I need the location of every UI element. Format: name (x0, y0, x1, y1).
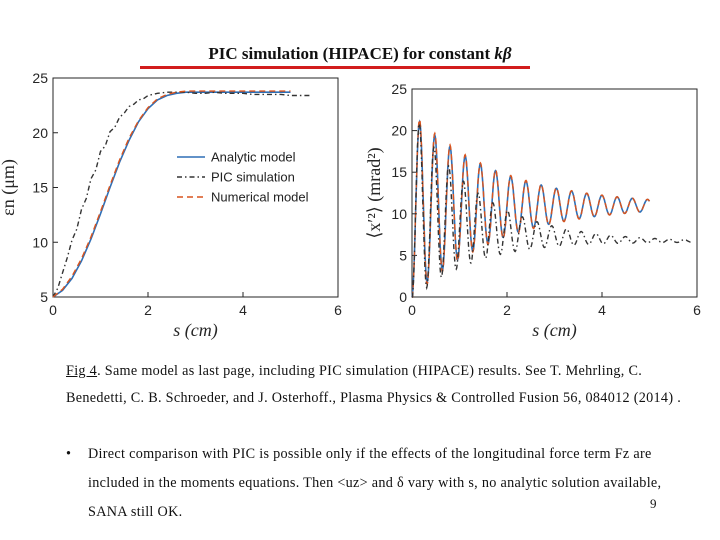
x-tick-label: 6 (693, 302, 701, 318)
x-tick-label: 6 (334, 302, 342, 318)
figure-caption: Fig 4. Same model as last page, includin… (66, 358, 686, 412)
y-tick-label: 15 (391, 164, 407, 180)
y-tick-label: 5 (40, 289, 48, 305)
bullet-point: • Direct comparison with PIC is possible… (66, 440, 686, 527)
series-line-pic-simulation (411, 121, 693, 298)
series-line-numerical-model (52, 90, 291, 298)
y-tick-label: 25 (32, 70, 48, 86)
x-tick-label: 2 (503, 302, 511, 318)
x-tick-label: 0 (49, 302, 57, 318)
page-number: 9 (650, 496, 657, 511)
divergence-chart: 0 2 4 6 0 5 10 15 20 25 s (cm) ⟨x′²⟩ (mrad²) (364, 81, 701, 341)
slide-title-text: PIC simulation (HIPACE) for constant (208, 44, 491, 63)
legend-label: Numerical model (211, 190, 309, 205)
y-axis-label: εn (μm) (0, 159, 19, 216)
caption-fig-label: Fig 4 (66, 363, 98, 379)
x-tick-label: 4 (598, 302, 606, 318)
legend-box (170, 143, 317, 211)
y-tick-label: 20 (391, 123, 407, 139)
x-tick-label: 0 (408, 302, 416, 318)
y-tick-label: 20 (32, 125, 48, 141)
x-axis-label: s (cm) (173, 320, 217, 341)
y-axis-label: ⟨x′²⟩ (mrad²) (364, 147, 385, 238)
emittance-chart: 0 2 4 6 5 10 15 20 25 s (cm) εn (μm) Analytic model… (0, 70, 342, 341)
slide-title: PIC simulation (HIPACE) for constant kβ (0, 44, 720, 64)
slide-title-symbol: kβ (494, 44, 512, 63)
series-line-numerical-model (411, 117, 651, 298)
x-tick-label: 4 (239, 302, 247, 318)
y-tick-label: 0 (399, 289, 407, 305)
series-line-pic-simulation (52, 91, 310, 298)
x-axis-label: s (cm) (532, 320, 576, 341)
y-tick-label: 25 (391, 81, 407, 97)
y-tick-label: 10 (391, 206, 407, 222)
x-tick-label: 2 (144, 302, 152, 318)
y-tick-label: 10 (32, 234, 48, 250)
series-line-analytic-model (52, 91, 291, 298)
bullet-mark: • (66, 446, 72, 462)
legend-label: PIC simulation (211, 170, 295, 185)
bullet-text: Direct comparison with PIC is possible o… (88, 446, 662, 520)
legend-label: Analytic model (211, 150, 296, 165)
caption-text: . Same model as last page, including PIC… (66, 363, 682, 406)
title-underline (140, 66, 530, 69)
y-tick-label: 15 (32, 180, 48, 196)
y-tick-label: 5 (399, 247, 407, 263)
